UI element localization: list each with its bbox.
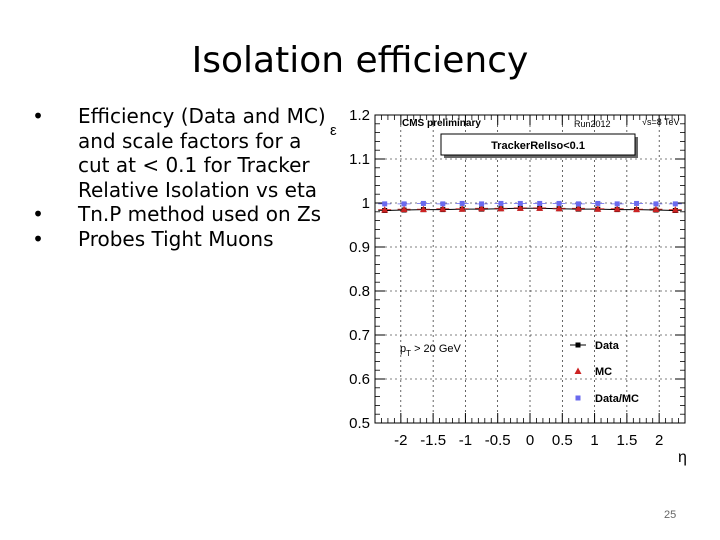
plot-canvas [330, 105, 695, 470]
cms-preliminary-label: CMS preliminary [402, 118, 481, 129]
mc-data-point [613, 205, 621, 212]
data-mc-data-point [653, 201, 659, 207]
run-label: Run2012 [574, 119, 611, 129]
y-tick-label: 0.5 [349, 415, 370, 432]
legend-data-mc-label: Data/MC [595, 393, 639, 405]
x-tick-label: 0.5 [552, 432, 573, 449]
bullet-text: Probes Tight Muons [78, 226, 274, 251]
bullet-list: • Efficiency (Data and MC) and scale fact… [28, 104, 328, 251]
bullet-item: • Tn.P method used on Zs [28, 202, 328, 227]
legend-mc-label: MC [595, 366, 612, 378]
bullet-dot: • [32, 202, 44, 226]
mc-data-point [671, 206, 679, 213]
bullet-dot: • [32, 104, 44, 128]
y-tick-label: 0.7 [349, 327, 370, 344]
data-mc-data-point [672, 201, 678, 207]
x-tick-label: -0.5 [485, 432, 511, 449]
legend-data-mc-marker [575, 395, 581, 401]
mc-data-point [458, 205, 466, 212]
data-mc-data-point [634, 200, 640, 206]
pt-label-sub: T [406, 349, 411, 358]
pt-label: pT > 20 GeV [400, 343, 462, 358]
legend: Data MC Data/MC [570, 340, 639, 405]
x-tick-label: 1.5 [616, 432, 637, 449]
x-tick-label: -1.5 [420, 432, 446, 449]
data-mc-data-point [614, 201, 620, 207]
bullet-item: • Efficiency (Data and MC) and scale fact… [28, 104, 328, 202]
data-mc-data-point [479, 201, 485, 207]
data-mc-data-point [556, 200, 562, 206]
bullet-item: • Probes Tight Muons [28, 227, 328, 252]
efficiency-plot: -2 -1.5 -1 -0.5 0 0.5 1 1.5 2 0.5 0.6 0.7 0.8 0.9 1 1.1… [330, 105, 695, 470]
data-series-line [384, 207, 676, 211]
bullet-text: Efficiency (Data and MC) and scale facto… [78, 104, 326, 202]
cut-label: TrackerRelIso<0.1 [491, 140, 585, 152]
mc-data-point [574, 204, 582, 212]
mc-data-point [400, 205, 408, 213]
cut-label-box [440, 133, 636, 156]
data-mc-data-point [401, 201, 407, 207]
legend-data-marker [575, 342, 581, 348]
y-tick-label: 0.8 [349, 283, 370, 300]
y-axis-label: ε [330, 122, 337, 139]
y-tick-label: 1.2 [349, 107, 370, 124]
x-tick-label: 0 [526, 432, 534, 449]
mc-data-point [419, 205, 427, 213]
x-tick-label: -1 [459, 432, 472, 449]
legend-mc-marker [574, 367, 582, 374]
bullet-dot: • [32, 226, 44, 251]
mc-data-point [594, 205, 602, 212]
legend-data-label: Data [595, 340, 620, 352]
energy-label: √s=8 TeV [642, 117, 680, 127]
pt-label-rest: > 20 GeV [411, 343, 462, 355]
mc-data-point [439, 205, 447, 212]
series-layer [378, 200, 682, 213]
x-tick-label: -2 [394, 432, 407, 449]
mc-data-point [652, 205, 660, 213]
y-tick-label: 1.1 [349, 151, 370, 168]
data-mc-data-point [517, 200, 523, 206]
data-mc-data-point [498, 200, 504, 206]
data-mc-data-point [537, 200, 543, 206]
mc-data-point [381, 206, 389, 213]
data-mc-data-point [595, 200, 601, 206]
x-tick-label: 1 [590, 432, 598, 449]
page-number: 25 [664, 509, 677, 521]
y-tick-label: 0.9 [349, 239, 370, 256]
mc-data-point [536, 204, 544, 211]
data-mc-data-point [420, 200, 426, 206]
y-tick-label: 1 [362, 195, 370, 212]
data-mc-data-point [459, 200, 465, 206]
pt-label-p: p [400, 343, 406, 355]
mc-data-point [478, 204, 486, 212]
bullet-text: Tn.P method used on Zs [78, 202, 322, 226]
x-tick-label: 2 [655, 432, 663, 449]
mc-data-point [555, 204, 563, 212]
y-tick-label: 0.6 [349, 371, 370, 388]
x-axis-label: η [678, 449, 687, 466]
mc-data-point [633, 205, 641, 213]
data-mc-data-point [382, 201, 388, 207]
mc-data-point [516, 204, 524, 211]
data-mc-data-point [440, 201, 446, 207]
slide-title: Isolation efficiency [191, 40, 529, 81]
data-mc-data-point [575, 201, 581, 207]
mc-data-point [497, 204, 505, 212]
